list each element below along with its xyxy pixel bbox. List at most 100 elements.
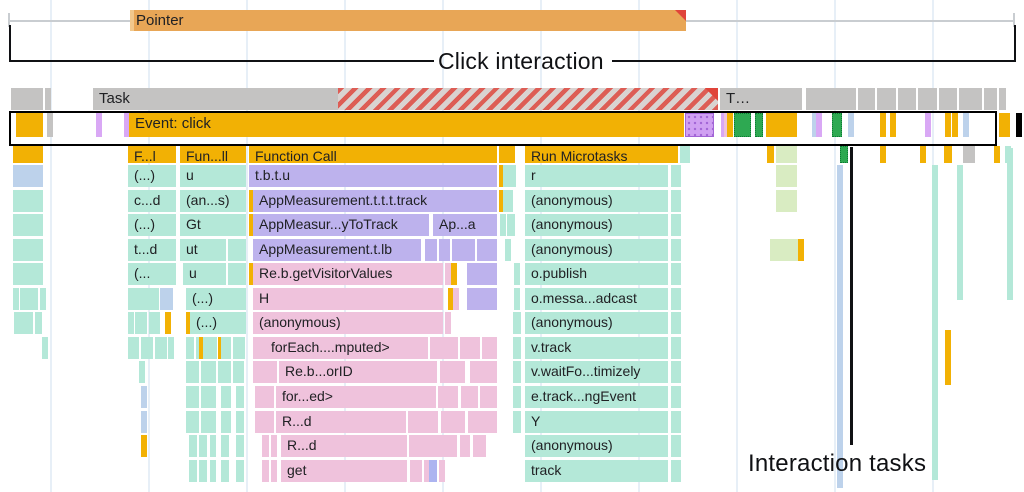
event-row-segment[interactable] [47,113,53,137]
event-click-bar[interactable]: Event: click [129,113,684,137]
flame-bar-fragment[interactable] [206,361,216,384]
flame-call-bar[interactable]: Y [525,410,668,433]
event-row-segment[interactable] [727,113,733,137]
flame-bar-fragment[interactable] [201,385,207,408]
task-bar-segment[interactable] [918,88,924,110]
flame-bar-fragment[interactable] [266,385,274,408]
flame-call-bar[interactable]: (anonymous) [525,238,668,261]
event-row-segment[interactable] [925,113,931,137]
task-bar-segment[interactable] [898,88,904,110]
flame-bar-fragment[interactable] [13,287,19,310]
flame-bar-fragment[interactable] [253,336,259,359]
flame-group-header[interactable]: Fun...ll [180,146,246,163]
flame-bar-fragment[interactable] [141,385,147,408]
flame-bar-fragment[interactable] [504,146,515,163]
flame-bar-fragment[interactable] [453,287,459,310]
flame-bar-fragment[interactable] [480,385,497,408]
flame-bar-fragment[interactable] [675,263,681,286]
flame-bar-fragment[interactable] [445,312,451,335]
event-row-segment[interactable] [16,113,43,137]
task-bar-segment[interactable] [999,88,1006,110]
flame-bar-fragment[interactable] [236,459,244,482]
flame-bar-fragment[interactable] [221,459,229,482]
flame-bar-fragment[interactable] [499,165,505,187]
flame-call-bar[interactable]: R...d [276,410,406,433]
flame-bar-fragment[interactable] [429,459,437,482]
flame-bar-fragment[interactable] [20,287,38,310]
flame-call-bar[interactable]: u [180,165,246,187]
flame-bar-fragment[interactable] [210,459,216,482]
flame-bar-fragment[interactable] [191,385,199,408]
flame-bar-fragment[interactable] [671,263,677,286]
flame-bar-fragment[interactable] [255,385,261,408]
flame-call-bar[interactable]: r [525,165,668,187]
flame-call-bar[interactable]: Ap...a [433,214,497,237]
event-row-segment[interactable] [832,113,842,137]
flame-bar-fragment[interactable] [470,361,497,384]
flame-bar-fragment[interactable] [675,336,681,359]
event-row-segment[interactable] [812,113,818,137]
flame-bar-fragment[interactable] [186,385,192,408]
flame-call-bar[interactable]: (...) [128,165,176,187]
flame-bar-fragment[interactable] [513,385,521,408]
flame-bar-fragment[interactable] [460,336,480,359]
flame-bar-fragment[interactable] [430,336,458,359]
flame-call-bar[interactable]: AppMeasur...yToTrack [253,214,429,237]
event-row-segment[interactable] [755,113,763,137]
flame-bar-fragment[interactable] [439,459,445,482]
event-row-segment[interactable] [124,113,130,137]
flame-bar-fragment[interactable] [500,214,506,237]
flame-bar-fragment[interactable] [221,435,229,458]
flame-bar-fragment[interactable] [249,189,255,212]
event-row-segment[interactable] [999,113,1005,137]
flame-bar-fragment[interactable] [675,435,681,458]
task-bar-segment[interactable] [923,88,937,110]
flame-call-bar[interactable]: u [183,263,226,286]
flame-bar-fragment[interactable] [249,214,255,237]
flame-bar-fragment[interactable] [448,287,454,310]
flame-bar-fragment[interactable] [221,336,231,359]
flame-bar-fragment[interactable] [236,410,244,433]
flame-bar-fragment[interactable] [238,361,244,384]
flame-bar-fragment[interactable] [271,459,277,482]
flame-bar-fragment[interactable] [473,435,486,458]
flame-bar-fragment[interactable] [199,459,207,482]
flame-bar-fragment[interactable] [210,435,216,458]
flame-bar-fragment[interactable] [461,385,478,408]
task-bar[interactable]: Task [93,88,338,110]
flame-bar-fragment[interactable] [255,410,261,433]
flame-call-bar[interactable]: o.messa...adcast [525,287,668,310]
event-row-segment[interactable] [1004,113,1010,137]
flame-bar-fragment[interactable] [409,435,457,458]
flame-bar-fragment[interactable] [499,146,505,163]
event-row-segment[interactable] [963,113,969,137]
flame-bar-fragment[interactable] [168,336,174,359]
flame-bar-fragment[interactable] [155,336,161,359]
flame-bar-fragment[interactable] [201,410,207,433]
flame-bar-fragment[interactable] [206,410,216,433]
flame-bar-fragment[interactable] [236,435,244,458]
flame-call-bar[interactable]: (...) [186,287,246,310]
flame-bar-fragment[interactable] [128,312,134,335]
flame-bar-fragment[interactable] [186,361,192,384]
flame-bar-fragment[interactable] [671,165,677,187]
flame-bar-fragment[interactable] [445,263,451,286]
flame-bar-fragment[interactable] [439,238,450,261]
flame-call-bar[interactable]: track [525,459,668,482]
flame-bar-fragment[interactable] [13,263,43,286]
flame-group-header[interactable]: F...l [128,146,176,163]
task-bar-segment[interactable] [939,88,957,110]
flame-call-bar[interactable]: e.track...ngEvent [525,385,668,408]
flame-bar-fragment[interactable] [135,312,147,335]
task-bar-segment[interactable] [858,88,875,110]
flame-bar-fragment[interactable] [259,336,265,359]
flame-bar-fragment[interactable] [514,263,520,286]
task-bar-segment[interactable] [11,88,43,110]
flame-bar-fragment[interactable] [186,410,192,433]
flame-bar-fragment[interactable] [221,410,231,433]
flame-bar-fragment[interactable] [271,435,277,458]
flame-call-bar[interactable]: forEach....mputed> [265,336,428,359]
flame-bar-fragment[interactable] [671,385,677,408]
flame-bar-fragment[interactable] [139,361,145,384]
flame-bar-fragment[interactable] [513,312,521,335]
